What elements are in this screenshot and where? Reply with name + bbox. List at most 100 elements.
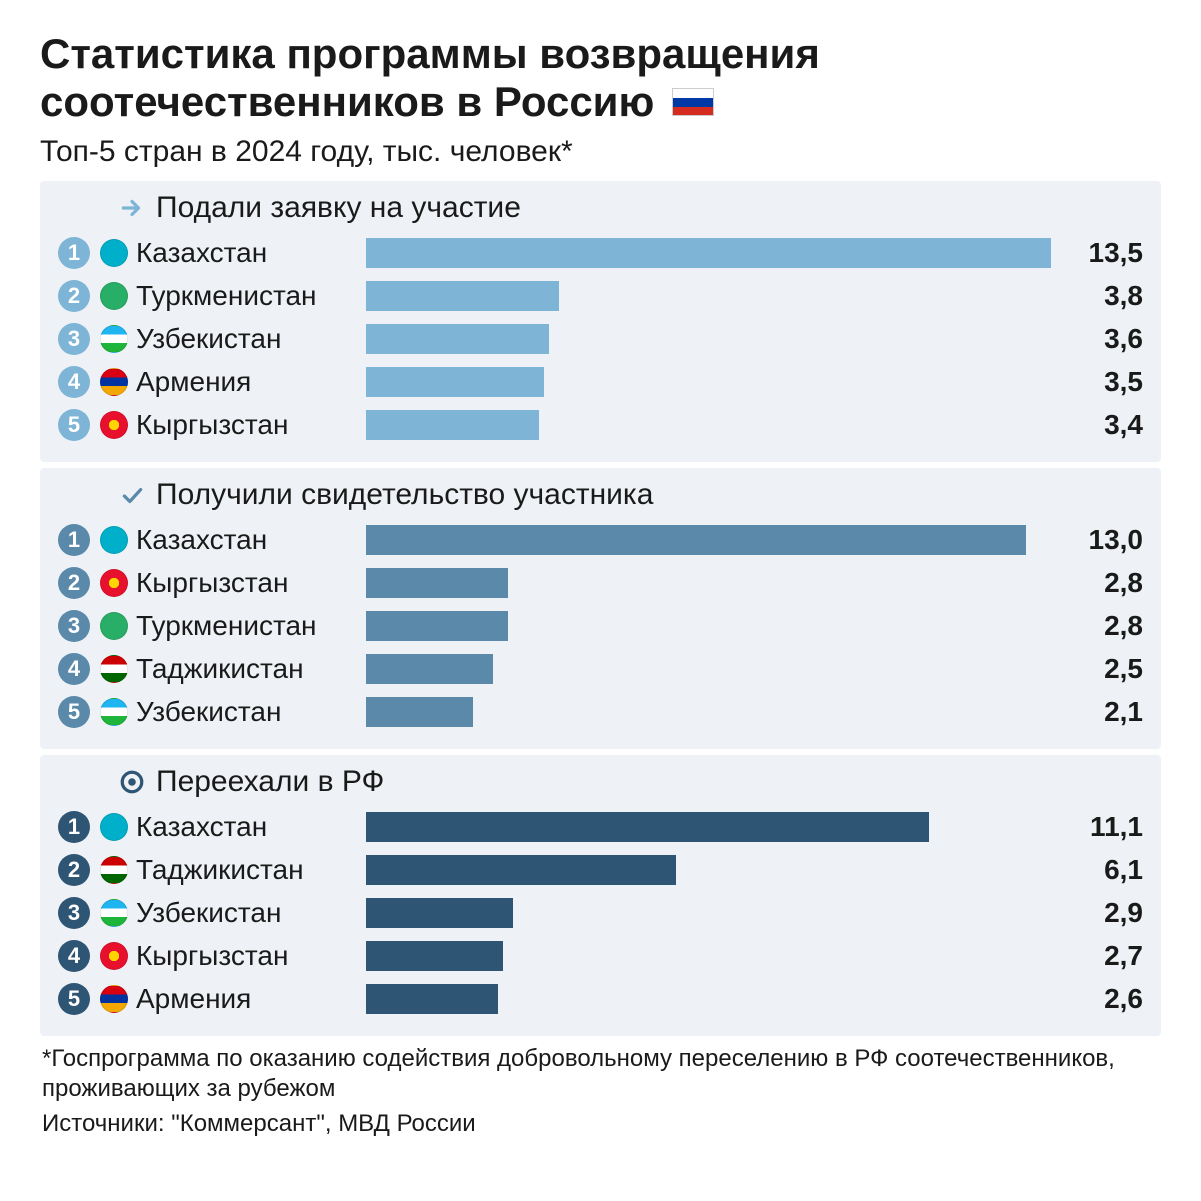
value-label: 3,8 <box>1063 280 1143 312</box>
country-label: Кыргызстан <box>136 409 366 441</box>
bar-track <box>366 984 1051 1014</box>
bar-track <box>366 410 1051 440</box>
country-label: Таджикистан <box>136 653 366 685</box>
value-label: 3,5 <box>1063 366 1143 398</box>
bar <box>366 525 1026 555</box>
country-flag-icon <box>100 239 128 267</box>
country-flag-icon <box>100 942 128 970</box>
country-label: Узбекистан <box>136 696 366 728</box>
bar-track <box>366 324 1051 354</box>
rank-badge: 2 <box>58 280 90 312</box>
country-label: Армения <box>136 983 366 1015</box>
rank-badge: 4 <box>58 653 90 685</box>
rank-badge: 1 <box>58 811 90 843</box>
bar <box>366 855 676 885</box>
country-label: Казахстан <box>136 811 366 843</box>
value-label: 13,0 <box>1063 524 1143 556</box>
title-line1: Статистика программы возвращения <box>40 30 820 77</box>
bar <box>366 568 508 598</box>
bar-track <box>366 568 1051 598</box>
bar-track <box>366 367 1051 397</box>
table-row: 2Таджикистан6,1 <box>58 850 1143 890</box>
table-row: 3Узбекистан3,6 <box>58 319 1143 359</box>
country-label: Узбекистан <box>136 323 366 355</box>
country-label: Туркменистан <box>136 610 366 642</box>
value-label: 2,8 <box>1063 610 1143 642</box>
value-label: 3,4 <box>1063 409 1143 441</box>
chart-section: Подали заявку на участие1Казахстан13,52Т… <box>40 181 1161 462</box>
dot-icon <box>118 768 146 796</box>
chart-section: Получили свидетельство участника 1 Казахст… <box>40 468 1161 749</box>
bar-track <box>366 654 1051 684</box>
table-row: 3 Туркменистан 2,8 <box>58 606 1143 646</box>
value-label: 2,6 <box>1063 983 1143 1015</box>
rank-badge: 5 <box>58 983 90 1015</box>
bar-track <box>366 611 1051 641</box>
bar-track <box>366 898 1051 928</box>
value-label: 2,8 <box>1063 567 1143 599</box>
bar <box>366 941 503 971</box>
check-icon <box>118 481 146 509</box>
bar-track <box>366 941 1051 971</box>
bar <box>366 654 493 684</box>
page-title: Статистика программы возвращения соотече… <box>40 30 1161 127</box>
rank-badge: 4 <box>58 366 90 398</box>
section-header: Получили свидетельство участника <box>118 478 1143 512</box>
value-label: 2,9 <box>1063 897 1143 929</box>
country-flag-icon <box>100 899 128 927</box>
table-row: 2 Кыргызстан 2,8 <box>58 563 1143 603</box>
rank-badge: 1 <box>58 237 90 269</box>
table-row: 1 Казахстан 13,5 <box>58 233 1143 273</box>
sources: Источники: "Коммерсант", МВД России <box>40 1110 1161 1138</box>
value-label: 13,5 <box>1063 237 1143 269</box>
table-row: 2Туркменистан3,8 <box>58 276 1143 316</box>
rank-badge: 2 <box>58 567 90 599</box>
country-flag-icon <box>100 325 128 353</box>
table-row: 1 Казахстан 11,1 <box>58 807 1143 847</box>
country-flag-icon <box>100 569 128 597</box>
bar-track <box>366 812 1051 842</box>
country-label: Узбекистан <box>136 897 366 929</box>
table-row: 5Узбекистан2,1 <box>58 692 1143 732</box>
bar <box>366 324 549 354</box>
bar <box>366 812 929 842</box>
bar <box>366 238 1051 268</box>
country-label: Казахстан <box>136 237 366 269</box>
value-label: 2,7 <box>1063 940 1143 972</box>
table-row: 5Кыргызстан3,4 <box>58 405 1143 445</box>
bar <box>366 984 498 1014</box>
bar <box>366 281 559 311</box>
table-row: 5 Армения 2,6 <box>58 979 1143 1019</box>
value-label: 2,1 <box>1063 696 1143 728</box>
country-label: Кыргызстан <box>136 567 366 599</box>
country-flag-icon <box>100 612 128 640</box>
rank-badge: 1 <box>58 524 90 556</box>
rank-badge: 3 <box>58 610 90 642</box>
country-flag-icon <box>100 526 128 554</box>
country-flag-icon <box>100 698 128 726</box>
table-row: 4 Армения 3,5 <box>58 362 1143 402</box>
country-flag-icon <box>100 856 128 884</box>
country-label: Казахстан <box>136 524 366 556</box>
arrow-icon <box>118 194 146 222</box>
footnote: *Госпрограмма по оказанию содействия доб… <box>40 1044 1161 1104</box>
table-row: 4 Кыргызстан 2,7 <box>58 936 1143 976</box>
value-label: 3,6 <box>1063 323 1143 355</box>
bar-track <box>366 238 1051 268</box>
bar <box>366 898 513 928</box>
country-flag-icon <box>100 411 128 439</box>
table-row: 3Узбекистан2,9 <box>58 893 1143 933</box>
table-row: 1 Казахстан 13,0 <box>58 520 1143 560</box>
bar-track <box>366 697 1051 727</box>
country-label: Армения <box>136 366 366 398</box>
value-label: 11,1 <box>1063 811 1143 843</box>
country-label: Кыргызстан <box>136 940 366 972</box>
bar-track <box>366 281 1051 311</box>
bar <box>366 611 508 641</box>
table-row: 4Таджикистан2,5 <box>58 649 1143 689</box>
bar <box>366 697 473 727</box>
chart-section: Переехали в РФ1Казахстан11,12Таджикистан… <box>40 755 1161 1036</box>
country-flag-icon <box>100 368 128 396</box>
bar <box>366 367 544 397</box>
rank-badge: 4 <box>58 940 90 972</box>
